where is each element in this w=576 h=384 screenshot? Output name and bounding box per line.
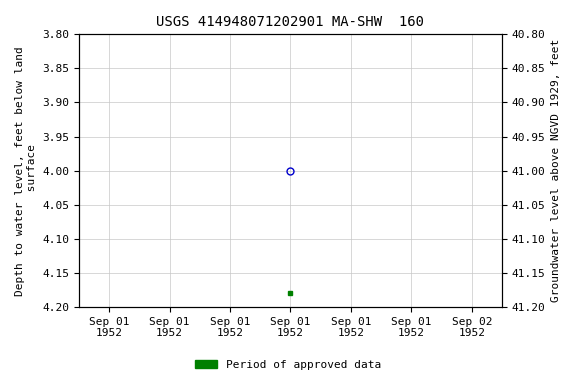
- Title: USGS 414948071202901 MA-SHW  160: USGS 414948071202901 MA-SHW 160: [157, 15, 425, 29]
- Legend: Period of approved data: Period of approved data: [191, 356, 385, 375]
- Y-axis label: Depth to water level, feet below land
 surface: Depth to water level, feet below land su…: [15, 46, 37, 296]
- Y-axis label: Groundwater level above NGVD 1929, feet: Groundwater level above NGVD 1929, feet: [551, 39, 561, 302]
